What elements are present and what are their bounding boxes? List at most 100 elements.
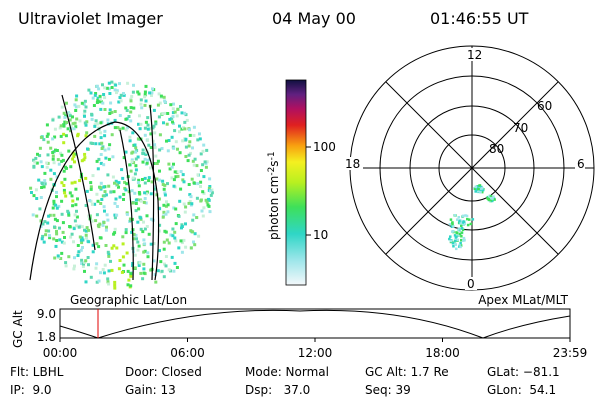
pixel	[76, 197, 79, 201]
pixel	[152, 124, 156, 128]
pixel	[118, 195, 122, 199]
pixel	[83, 156, 87, 160]
pixel	[73, 152, 77, 156]
pixel	[36, 152, 39, 156]
pixel	[181, 178, 185, 182]
pixel	[83, 109, 87, 113]
pixel	[130, 158, 134, 162]
pixel	[192, 125, 196, 129]
pixel	[72, 227, 76, 231]
pixel	[152, 242, 156, 246]
pixel	[180, 250, 184, 254]
pixel	[137, 184, 141, 188]
pixel	[124, 117, 128, 121]
pixel	[131, 201, 135, 205]
pixel	[448, 237, 451, 241]
pixel	[133, 172, 137, 176]
pixel	[73, 219, 77, 223]
pixel	[185, 118, 189, 122]
pixel	[94, 92, 98, 95]
pixel	[90, 219, 94, 223]
pixel	[182, 180, 186, 184]
pixel	[143, 176, 147, 180]
pixel	[53, 225, 56, 229]
pixel	[112, 190, 116, 194]
pixel	[161, 179, 165, 183]
pixel	[74, 187, 78, 191]
pixel	[465, 214, 469, 218]
pixel	[138, 114, 141, 118]
pixel	[151, 126, 155, 130]
pixel	[82, 113, 86, 117]
pixel	[69, 129, 72, 133]
pixel	[146, 127, 150, 131]
pixel	[117, 185, 120, 189]
alt-label: GC Alt	[11, 310, 25, 348]
pixel	[67, 211, 71, 215]
pixel	[152, 259, 156, 263]
pixel	[101, 83, 104, 87]
pixel	[55, 232, 59, 236]
pixel	[83, 269, 86, 273]
pixel	[157, 178, 161, 182]
pixel	[124, 106, 128, 110]
pixel	[192, 134, 196, 137]
pixel	[99, 107, 103, 111]
pixel	[173, 170, 177, 174]
pixel	[83, 228, 86, 232]
pixel	[52, 161, 56, 165]
pixel	[146, 123, 150, 127]
pixel	[72, 267, 76, 271]
pixel	[76, 134, 80, 138]
pixel	[462, 239, 465, 242]
pixel	[111, 155, 115, 159]
pixel	[122, 192, 126, 196]
status-field: Dsp: 37.0	[245, 383, 310, 397]
pixel	[189, 195, 193, 199]
pixel	[158, 133, 162, 137]
pixel	[68, 225, 72, 228]
pixel	[459, 244, 463, 247]
pixel	[40, 165, 44, 169]
pixel	[71, 151, 75, 155]
pixel	[130, 151, 134, 155]
clock-label: 12	[467, 48, 482, 62]
pixel	[84, 233, 88, 237]
pixel	[110, 86, 114, 89]
pixel	[83, 121, 87, 125]
pixel	[51, 118, 55, 122]
pixel	[179, 187, 183, 191]
pixel	[93, 93, 97, 97]
pixel	[149, 242, 153, 246]
pixel	[164, 230, 168, 234]
pixel	[129, 169, 133, 173]
pixel	[106, 250, 110, 254]
pixel	[120, 270, 124, 274]
pixel	[91, 250, 95, 254]
pixel	[110, 133, 114, 137]
pixel	[97, 157, 101, 161]
pixel	[73, 160, 76, 164]
unit-text: s	[267, 160, 281, 166]
pixel	[39, 219, 43, 223]
pixel	[64, 194, 68, 198]
pixel	[52, 172, 56, 176]
pixel	[139, 227, 143, 231]
pixel	[145, 161, 149, 165]
pixel	[154, 280, 158, 284]
pixel	[81, 246, 84, 249]
pixel	[55, 195, 58, 199]
pixel	[171, 227, 175, 231]
pixel	[81, 265, 85, 268]
pixel	[165, 122, 169, 126]
pixel	[94, 119, 98, 123]
pixel	[460, 227, 464, 230]
pixel	[466, 223, 470, 227]
geographic-image	[29, 80, 214, 290]
pixel	[153, 185, 157, 189]
pixel	[80, 262, 84, 265]
pixel	[166, 182, 169, 186]
pixel	[107, 282, 111, 286]
pixel	[80, 236, 84, 240]
pixel	[77, 250, 81, 254]
